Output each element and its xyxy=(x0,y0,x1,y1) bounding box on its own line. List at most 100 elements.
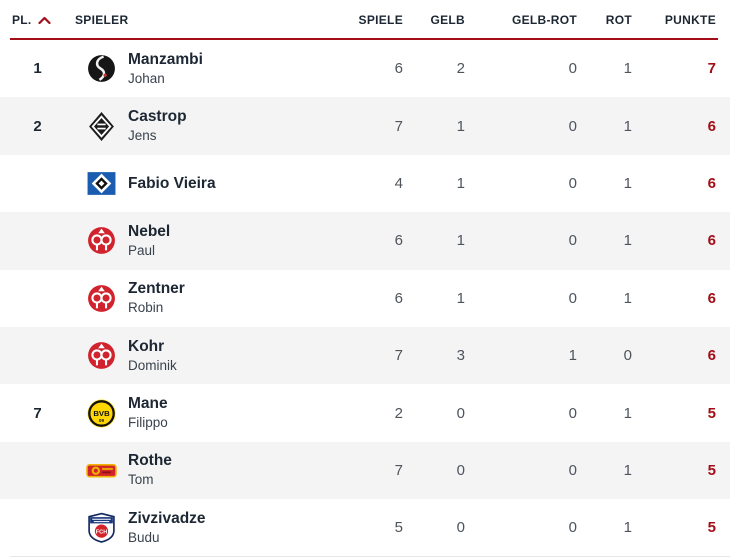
player-surname: Nebel xyxy=(128,222,171,240)
table-row[interactable]: 1 Manzambi Johan 6 2 0 1 7 xyxy=(0,40,730,97)
borussia-dortmund-logo: BVB 09 xyxy=(86,398,117,429)
player-name-link[interactable]: Zentner Robin xyxy=(128,279,343,317)
rank-header-label: PL. xyxy=(12,13,32,27)
table-row[interactable]: 2 Castrop Jens 7 1 0 1 6 xyxy=(0,97,730,155)
gelb-rot-value: 0 xyxy=(568,60,577,78)
player-firstname: Johan xyxy=(128,70,165,86)
player-name-link[interactable]: Zivzivadze Budu xyxy=(128,509,343,547)
player-surname: Zivzivadze xyxy=(128,509,206,527)
rot-value: 1 xyxy=(623,60,632,78)
player-surname: Zentner xyxy=(128,280,185,298)
gelb-value: 0 xyxy=(456,519,465,537)
rank-value: 1 xyxy=(33,60,42,78)
union-berlin-logo xyxy=(86,455,117,486)
player-firstname: Jens xyxy=(128,128,157,144)
player-surname: Fabio Vieira xyxy=(128,174,216,192)
player-surname: Kohr xyxy=(128,337,165,355)
spiele-value: 6 xyxy=(394,60,403,78)
table-body: 1 Manzambi Johan 6 2 0 1 7 2 Castrop Jen… xyxy=(0,40,730,557)
punkte-value: 6 xyxy=(707,174,716,192)
gelb-rot-value: 0 xyxy=(568,404,577,422)
player-surname: Manzambi xyxy=(128,50,203,68)
gelb-rot-value: 0 xyxy=(568,461,577,479)
player-firstname: Paul xyxy=(128,242,156,258)
gelb-value: 1 xyxy=(456,174,465,192)
chevron-up-icon xyxy=(37,16,51,25)
heidenheim-fch-logo: FCH xyxy=(86,512,117,544)
rot-value: 1 xyxy=(623,289,632,307)
column-header-rot[interactable]: ROT xyxy=(605,13,632,27)
rot-value: 1 xyxy=(623,232,632,250)
player-surname: Castrop xyxy=(128,108,187,126)
mainz-05-logo xyxy=(86,225,117,256)
punkte-value: 6 xyxy=(707,232,716,250)
player-firstname: Budu xyxy=(128,529,160,545)
column-header-spiele[interactable]: SPIELE xyxy=(358,13,403,27)
spiele-value: 5 xyxy=(394,519,403,537)
gelb-value: 3 xyxy=(456,347,465,365)
player-name-link[interactable]: Mane Filippo xyxy=(128,394,343,432)
table-row[interactable]: Fabio Vieira 4 1 0 1 6 xyxy=(0,155,730,212)
column-header-rank[interactable]: PL. xyxy=(0,13,75,27)
gelb-value: 1 xyxy=(456,232,465,250)
table-row[interactable]: FCH Zivzivadze Budu 5 0 0 1 5 xyxy=(0,499,730,556)
column-header-punkte[interactable]: PUNKTE xyxy=(664,13,716,27)
player-name-link[interactable]: Kohr Dominik xyxy=(128,337,343,375)
player-name-link[interactable]: Fabio Vieira xyxy=(128,174,343,193)
table-row[interactable]: Kohr Dominik 7 3 1 0 6 xyxy=(0,326,730,385)
gelb-value: 1 xyxy=(456,289,465,307)
punkte-value: 5 xyxy=(707,519,716,537)
svg-text:09: 09 xyxy=(99,417,105,422)
table-row[interactable]: 7 BVB 09 Mane Filippo 2 0 0 1 5 xyxy=(0,384,730,441)
rot-value: 1 xyxy=(623,404,632,422)
rot-value: 1 xyxy=(623,117,632,135)
punkte-value: 6 xyxy=(707,347,716,365)
svg-text:BVB: BVB xyxy=(93,409,110,418)
rank-value: 2 xyxy=(33,117,42,135)
gelb-rot-value: 0 xyxy=(568,174,577,192)
player-name-link[interactable]: Castrop Jens xyxy=(128,107,343,145)
player-firstname: Dominik xyxy=(128,357,177,373)
spiele-value: 7 xyxy=(394,347,403,365)
table-row[interactable]: Zentner Robin 6 1 0 1 6 xyxy=(0,270,730,327)
player-name-link[interactable]: Nebel Paul xyxy=(128,222,343,260)
table-row[interactable]: Nebel Paul 6 1 0 1 6 xyxy=(0,212,730,270)
gelb-rot-value: 0 xyxy=(568,289,577,307)
rank-value: 7 xyxy=(33,404,42,422)
column-header-gelb[interactable]: GELB xyxy=(430,13,465,27)
player-firstname: Filippo xyxy=(128,415,168,431)
header-underline xyxy=(10,38,718,40)
spiele-value: 6 xyxy=(394,232,403,250)
svg-text:FCH: FCH xyxy=(96,530,107,536)
player-firstname: Tom xyxy=(128,472,154,488)
gelb-rot-value: 1 xyxy=(568,347,577,365)
spiele-value: 7 xyxy=(394,461,403,479)
player-name-link[interactable]: Manzambi Johan xyxy=(128,50,343,88)
punkte-value: 5 xyxy=(707,461,716,479)
column-header-gelb-rot[interactable]: GELB-ROT xyxy=(511,13,577,27)
table-bottom-divider xyxy=(10,555,730,557)
gelb-value: 0 xyxy=(456,404,465,422)
table-row[interactable]: Rothe Tom 7 0 0 1 5 xyxy=(0,441,730,500)
punkte-value: 7 xyxy=(707,60,716,78)
rot-value: 1 xyxy=(623,461,632,479)
player-surname: Rothe xyxy=(128,452,172,470)
column-header-player: SPIELER xyxy=(75,13,129,27)
gelb-rot-value: 0 xyxy=(568,232,577,250)
gelb-rot-value: 0 xyxy=(568,519,577,537)
borussia-moenchengladbach-logo xyxy=(86,111,117,142)
gelb-value: 2 xyxy=(456,60,465,78)
mainz-05-logo xyxy=(86,340,117,371)
rot-value: 1 xyxy=(623,174,632,192)
spiele-value: 7 xyxy=(394,117,403,135)
player-surname: Mane xyxy=(128,395,168,413)
gelb-value: 0 xyxy=(456,461,465,479)
player-firstname: Robin xyxy=(128,300,164,316)
table-header-row: PL. SPIELER SPIELE GELB GELB-ROT ROT PUN… xyxy=(0,0,730,40)
player-name-link[interactable]: Rothe Tom xyxy=(128,451,343,489)
punkte-value: 6 xyxy=(707,117,716,135)
mainz-05-logo xyxy=(86,283,117,314)
gelb-rot-value: 0 xyxy=(568,117,577,135)
